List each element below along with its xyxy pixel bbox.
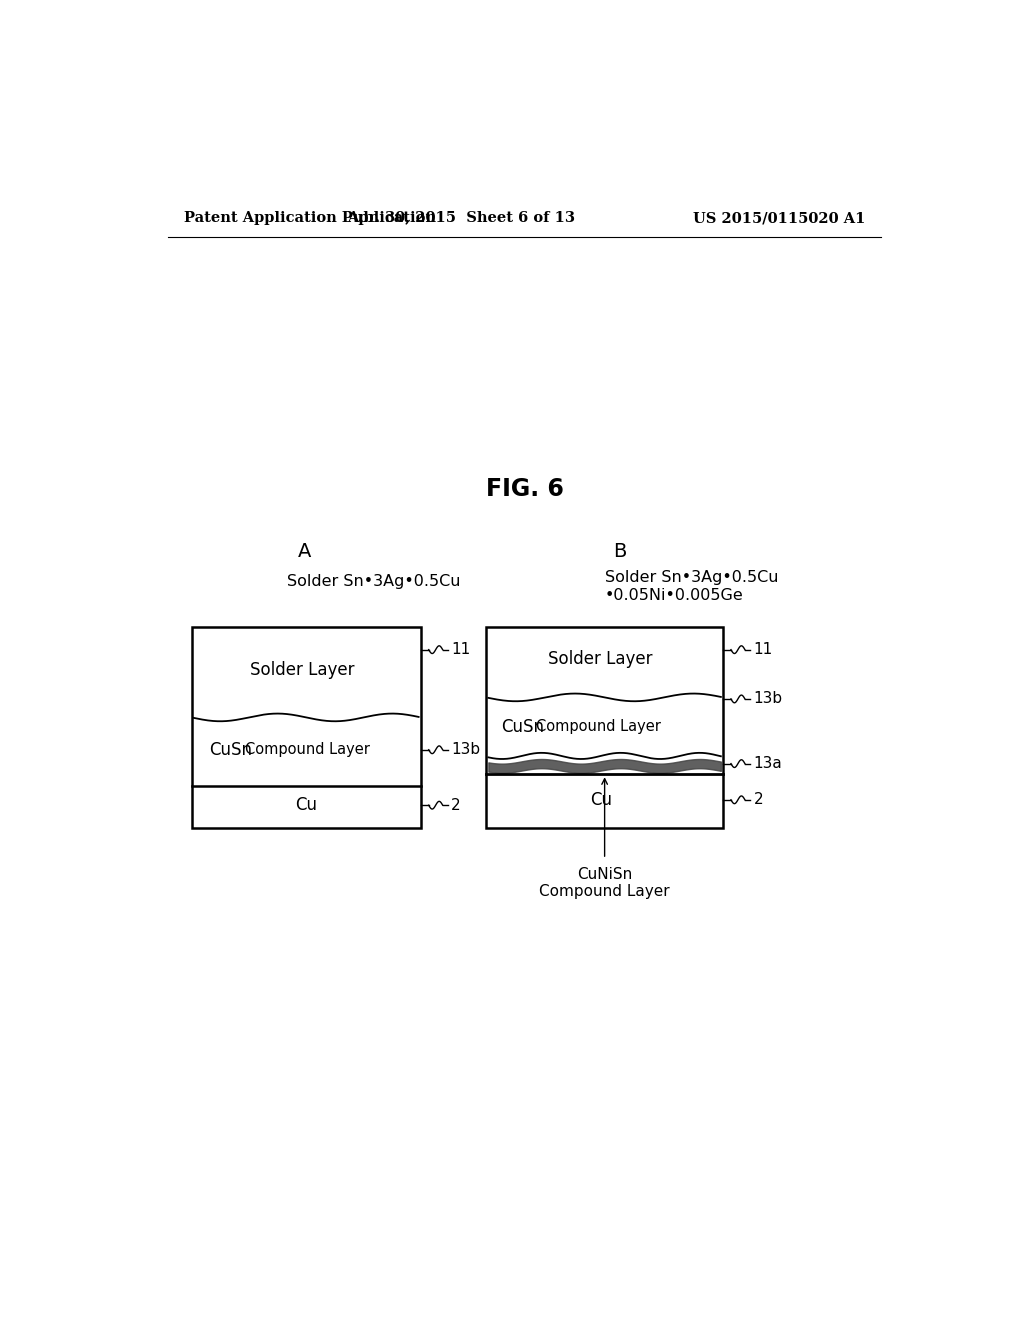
- Text: Solder Sn•3Ag•0.5Cu: Solder Sn•3Ag•0.5Cu: [287, 574, 461, 590]
- Text: B: B: [613, 541, 627, 561]
- Text: Solder Layer: Solder Layer: [250, 661, 354, 680]
- Text: Cu: Cu: [590, 791, 611, 809]
- Text: 2: 2: [452, 797, 461, 813]
- Text: 13b: 13b: [452, 742, 480, 758]
- Text: Apr. 30, 2015  Sheet 6 of 13: Apr. 30, 2015 Sheet 6 of 13: [347, 211, 575, 226]
- Text: Compound Layer: Compound Layer: [540, 884, 670, 899]
- Text: Solder Layer: Solder Layer: [549, 649, 653, 668]
- Text: 11: 11: [754, 642, 773, 657]
- Text: Compound Layer: Compound Layer: [245, 742, 370, 758]
- Bar: [191, 627, 421, 829]
- Text: CuSn: CuSn: [209, 741, 252, 759]
- Text: A: A: [298, 541, 311, 561]
- Bar: [486, 627, 723, 829]
- Text: 2: 2: [754, 792, 763, 808]
- Text: 13a: 13a: [754, 756, 782, 771]
- Text: 11: 11: [452, 642, 470, 657]
- Text: Cu: Cu: [295, 796, 317, 814]
- Text: •0.05Ni•0.005Ge: •0.05Ni•0.005Ge: [604, 589, 743, 603]
- Text: 13b: 13b: [754, 692, 782, 706]
- Text: Compound Layer: Compound Layer: [537, 719, 662, 734]
- Text: CuNiSn: CuNiSn: [577, 867, 632, 882]
- Text: CuSn: CuSn: [501, 718, 544, 735]
- Text: Solder Sn•3Ag•0.5Cu: Solder Sn•3Ag•0.5Cu: [604, 570, 778, 585]
- Text: Patent Application Publication: Patent Application Publication: [183, 211, 436, 226]
- Text: US 2015/0115020 A1: US 2015/0115020 A1: [693, 211, 866, 226]
- Text: FIG. 6: FIG. 6: [485, 478, 564, 502]
